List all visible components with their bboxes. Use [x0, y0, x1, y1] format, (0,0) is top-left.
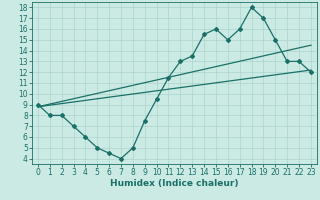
X-axis label: Humidex (Indice chaleur): Humidex (Indice chaleur) — [110, 179, 239, 188]
